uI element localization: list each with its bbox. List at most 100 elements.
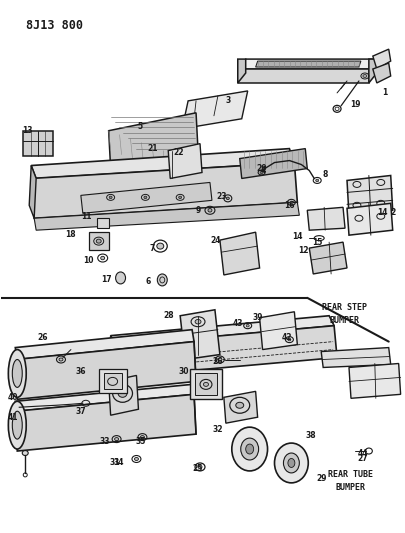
Text: 38: 38 — [305, 431, 316, 440]
Text: 27: 27 — [357, 455, 367, 464]
Polygon shape — [346, 175, 392, 215]
Ellipse shape — [157, 274, 167, 286]
Polygon shape — [29, 166, 36, 218]
Text: 15: 15 — [311, 238, 322, 247]
Ellipse shape — [283, 453, 298, 473]
Polygon shape — [372, 63, 390, 83]
Ellipse shape — [9, 401, 26, 449]
Polygon shape — [31, 149, 294, 179]
Polygon shape — [307, 207, 344, 230]
Text: 6: 6 — [145, 277, 151, 286]
Text: 30: 30 — [179, 367, 189, 376]
Text: 11: 11 — [81, 212, 92, 221]
Ellipse shape — [235, 402, 243, 408]
Text: 34: 34 — [113, 458, 124, 467]
Text: 2: 2 — [389, 208, 394, 217]
Ellipse shape — [231, 427, 267, 471]
Ellipse shape — [198, 465, 202, 469]
Polygon shape — [309, 242, 346, 274]
Polygon shape — [255, 61, 360, 67]
Ellipse shape — [274, 443, 307, 483]
Text: BUMPER: BUMPER — [328, 316, 358, 325]
Text: 18: 18 — [66, 230, 76, 239]
Ellipse shape — [12, 411, 22, 439]
Ellipse shape — [109, 196, 112, 199]
Polygon shape — [239, 149, 307, 179]
Ellipse shape — [96, 239, 101, 243]
Polygon shape — [223, 391, 257, 423]
Text: 8: 8 — [322, 170, 327, 179]
Polygon shape — [237, 59, 245, 83]
Ellipse shape — [9, 350, 26, 397]
Text: 40: 40 — [8, 393, 19, 402]
Text: 1: 1 — [381, 88, 386, 98]
Text: 29: 29 — [315, 474, 326, 483]
Polygon shape — [259, 312, 296, 350]
Text: 35: 35 — [135, 437, 145, 446]
Polygon shape — [348, 364, 400, 398]
Text: 26: 26 — [38, 333, 48, 342]
Ellipse shape — [115, 272, 125, 284]
Bar — [98, 369, 126, 393]
Text: 26: 26 — [212, 357, 223, 366]
Text: 32: 32 — [212, 425, 223, 434]
Text: 4: 4 — [260, 166, 266, 175]
Ellipse shape — [315, 179, 318, 182]
Text: 25: 25 — [192, 464, 203, 473]
Ellipse shape — [217, 358, 221, 361]
Ellipse shape — [245, 325, 249, 327]
Text: 23: 23 — [216, 192, 226, 201]
Text: 14: 14 — [377, 208, 387, 217]
Polygon shape — [109, 113, 198, 168]
Ellipse shape — [226, 197, 229, 199]
Polygon shape — [109, 375, 138, 415]
Polygon shape — [180, 310, 220, 360]
Bar — [96, 218, 109, 228]
Polygon shape — [111, 326, 336, 377]
Ellipse shape — [12, 360, 22, 387]
Text: 42: 42 — [281, 333, 292, 342]
Ellipse shape — [240, 438, 258, 460]
Polygon shape — [15, 330, 194, 360]
Polygon shape — [237, 69, 368, 83]
Ellipse shape — [59, 358, 63, 361]
Polygon shape — [81, 182, 211, 213]
Ellipse shape — [207, 208, 211, 212]
Polygon shape — [109, 336, 115, 377]
Polygon shape — [31, 163, 296, 218]
Ellipse shape — [156, 243, 163, 249]
Text: 37: 37 — [75, 407, 86, 416]
Ellipse shape — [287, 338, 290, 341]
Text: 12: 12 — [297, 246, 308, 255]
Ellipse shape — [287, 458, 294, 467]
Text: 7: 7 — [149, 244, 155, 253]
Text: 17: 17 — [101, 276, 112, 285]
Text: 22: 22 — [173, 148, 183, 157]
Polygon shape — [372, 49, 390, 69]
Ellipse shape — [178, 196, 181, 199]
Text: 8J13 800: 8J13 800 — [26, 19, 83, 33]
Text: 3: 3 — [225, 96, 230, 106]
Text: 16: 16 — [284, 201, 294, 210]
Polygon shape — [111, 316, 333, 345]
Ellipse shape — [140, 435, 144, 439]
Ellipse shape — [118, 389, 127, 397]
Polygon shape — [34, 203, 298, 230]
Bar — [190, 369, 221, 399]
Polygon shape — [368, 59, 376, 83]
Polygon shape — [15, 384, 194, 411]
Ellipse shape — [203, 382, 208, 386]
Ellipse shape — [289, 201, 292, 204]
Text: 24: 24 — [210, 236, 221, 245]
Ellipse shape — [143, 196, 147, 199]
Polygon shape — [220, 232, 259, 275]
Text: 39: 39 — [252, 313, 262, 322]
Polygon shape — [346, 203, 392, 235]
Bar — [89, 232, 109, 250]
Polygon shape — [182, 91, 247, 129]
Text: 33: 33 — [99, 437, 110, 446]
Text: REAR STEP: REAR STEP — [321, 303, 366, 312]
Text: 14: 14 — [291, 232, 302, 241]
Text: 19: 19 — [349, 100, 359, 109]
Polygon shape — [320, 348, 390, 367]
